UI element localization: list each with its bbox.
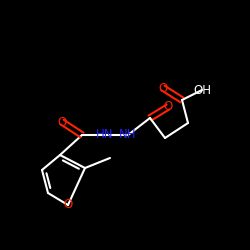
Text: O: O — [158, 82, 168, 94]
Text: HN: HN — [96, 128, 114, 141]
Text: O: O — [164, 100, 172, 114]
Text: OH: OH — [193, 84, 211, 96]
Text: O: O — [64, 198, 72, 211]
Text: NH: NH — [119, 128, 137, 141]
Text: O: O — [58, 116, 66, 128]
